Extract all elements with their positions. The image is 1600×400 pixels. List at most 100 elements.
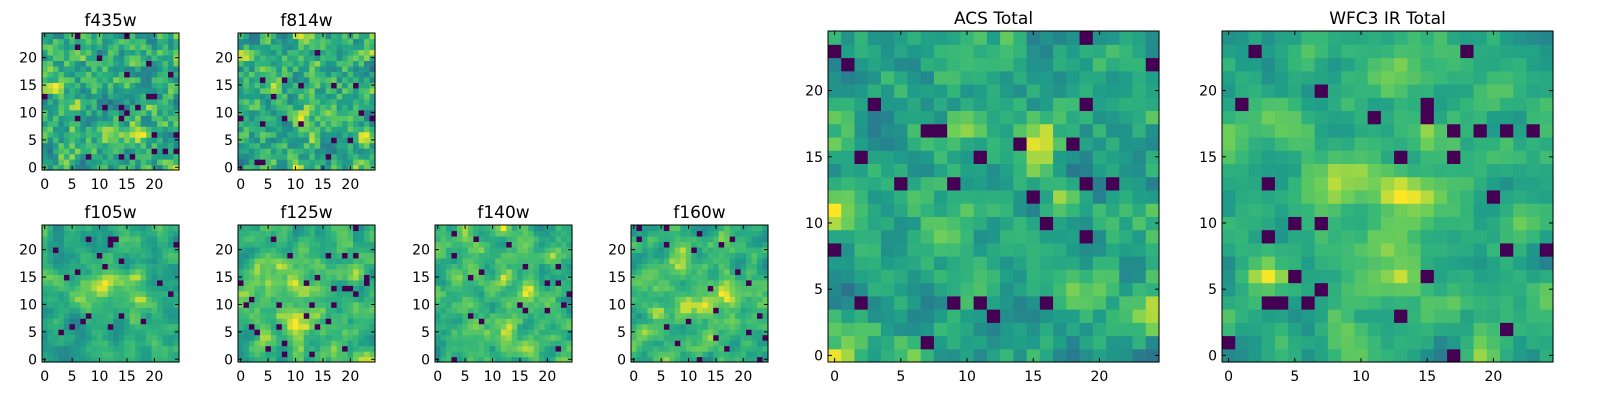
heatmap-cell (364, 323, 371, 330)
heatmap-cell (80, 351, 87, 358)
heatmap-cell (243, 159, 250, 166)
heatmap-cell (1314, 282, 1329, 297)
heatmap-cell (1433, 335, 1448, 350)
heatmap-cell (238, 142, 245, 149)
heatmap-cell (462, 257, 469, 264)
heatmap-cell (331, 98, 338, 105)
heatmap-cell (91, 137, 98, 144)
heatmap-cell (1473, 189, 1488, 204)
heatmap-cell (52, 279, 60, 286)
heatmap-cell (517, 290, 524, 297)
heatmap-cell (1235, 335, 1250, 350)
heatmap-cell (69, 345, 76, 352)
heatmap-cell (680, 285, 687, 292)
heatmap-cell (533, 241, 540, 248)
heatmap-cell (168, 340, 175, 347)
heatmap-cell (140, 252, 147, 259)
heatmap-cell (309, 126, 316, 133)
heatmap-cell (1145, 70, 1160, 85)
heatmap-cell (933, 322, 948, 337)
heatmap-cell (287, 323, 294, 330)
heatmap-cell (303, 318, 310, 325)
heatmap-cell (1106, 110, 1120, 125)
heatmap-cell (248, 87, 256, 94)
heatmap-cell (113, 235, 120, 243)
heatmap-cell (907, 123, 922, 138)
heatmap-cell (757, 301, 764, 308)
heatmap-cell (907, 83, 922, 98)
heatmap-cell (1341, 256, 1355, 270)
heatmap-cell (702, 318, 709, 325)
heatmap-cell (270, 126, 277, 133)
y-tick-label: 0 (421, 352, 430, 368)
heatmap-cell (533, 356, 540, 363)
heatmap-cell (113, 120, 120, 127)
heatmap-cell (52, 246, 60, 253)
heatmap-cell (550, 345, 557, 352)
heatmap-cell (342, 104, 349, 111)
heatmap-cell (238, 153, 245, 160)
heatmap-cell (1394, 216, 1408, 231)
heatmap-cell (854, 110, 869, 125)
heatmap-cell (276, 356, 283, 363)
heatmap-cell (933, 242, 948, 257)
heatmap-cell (735, 285, 742, 292)
heatmap-cell (173, 323, 180, 330)
heatmap-cell (1026, 348, 1041, 363)
heatmap-cell (746, 356, 753, 363)
heatmap-cell (140, 312, 147, 319)
heatmap-cell (364, 274, 371, 281)
heatmap-cell (894, 123, 909, 138)
heatmap-cell (162, 87, 169, 94)
heatmap-cell (1092, 216, 1107, 231)
heatmap-cell (566, 285, 573, 292)
heatmap-cell (74, 252, 81, 259)
heatmap-cell (298, 87, 305, 94)
heatmap-cell (652, 318, 659, 325)
heatmap-cell (867, 123, 882, 138)
heatmap-cell (1394, 348, 1408, 363)
heatmap-cell (757, 307, 764, 314)
heatmap-cell (47, 65, 54, 72)
heatmap-cell (276, 137, 283, 144)
heatmap-cell (107, 285, 114, 292)
heatmap-cell (276, 334, 283, 341)
heatmap-cell (440, 356, 447, 363)
heatmap-cell (314, 137, 321, 144)
heatmap-cell (276, 241, 283, 248)
heatmap-cell (451, 241, 458, 248)
heatmap-cell (369, 120, 376, 127)
heatmap-cell (1327, 229, 1342, 244)
heatmap-cell (636, 246, 643, 253)
heatmap-cell (740, 285, 747, 292)
heatmap-cell (358, 257, 365, 264)
heatmap-cell (1235, 348, 1250, 363)
heatmap-cell (729, 268, 736, 275)
heatmap-cell (309, 153, 316, 160)
heatmap-cell (566, 334, 573, 341)
heatmap-cell (669, 301, 676, 308)
heatmap-cell (973, 150, 988, 164)
heatmap-cell (85, 104, 92, 111)
heatmap-cell (162, 115, 169, 122)
heatmap-cell (1274, 242, 1289, 257)
heatmap-cell (96, 252, 103, 259)
heatmap-cell (42, 252, 49, 259)
heatmap-cell (1119, 335, 1134, 350)
heatmap-cell (1301, 282, 1316, 297)
heatmap-cell (751, 257, 758, 264)
heatmap-cell (243, 93, 250, 100)
heatmap-cell (353, 60, 360, 67)
heatmap-cell (658, 340, 665, 347)
heatmap-cell (435, 263, 442, 270)
heatmap-cell (102, 334, 109, 341)
heatmap-cell (325, 225, 332, 232)
heatmap-cell (287, 329, 294, 336)
heatmap-cell (113, 54, 120, 61)
heatmap-cell (1327, 216, 1342, 231)
heatmap-cell (1119, 309, 1134, 323)
heatmap-cell (841, 256, 856, 270)
heatmap-cell (303, 263, 310, 270)
heatmap-cell (140, 263, 147, 270)
heatmap-cell (358, 329, 365, 336)
